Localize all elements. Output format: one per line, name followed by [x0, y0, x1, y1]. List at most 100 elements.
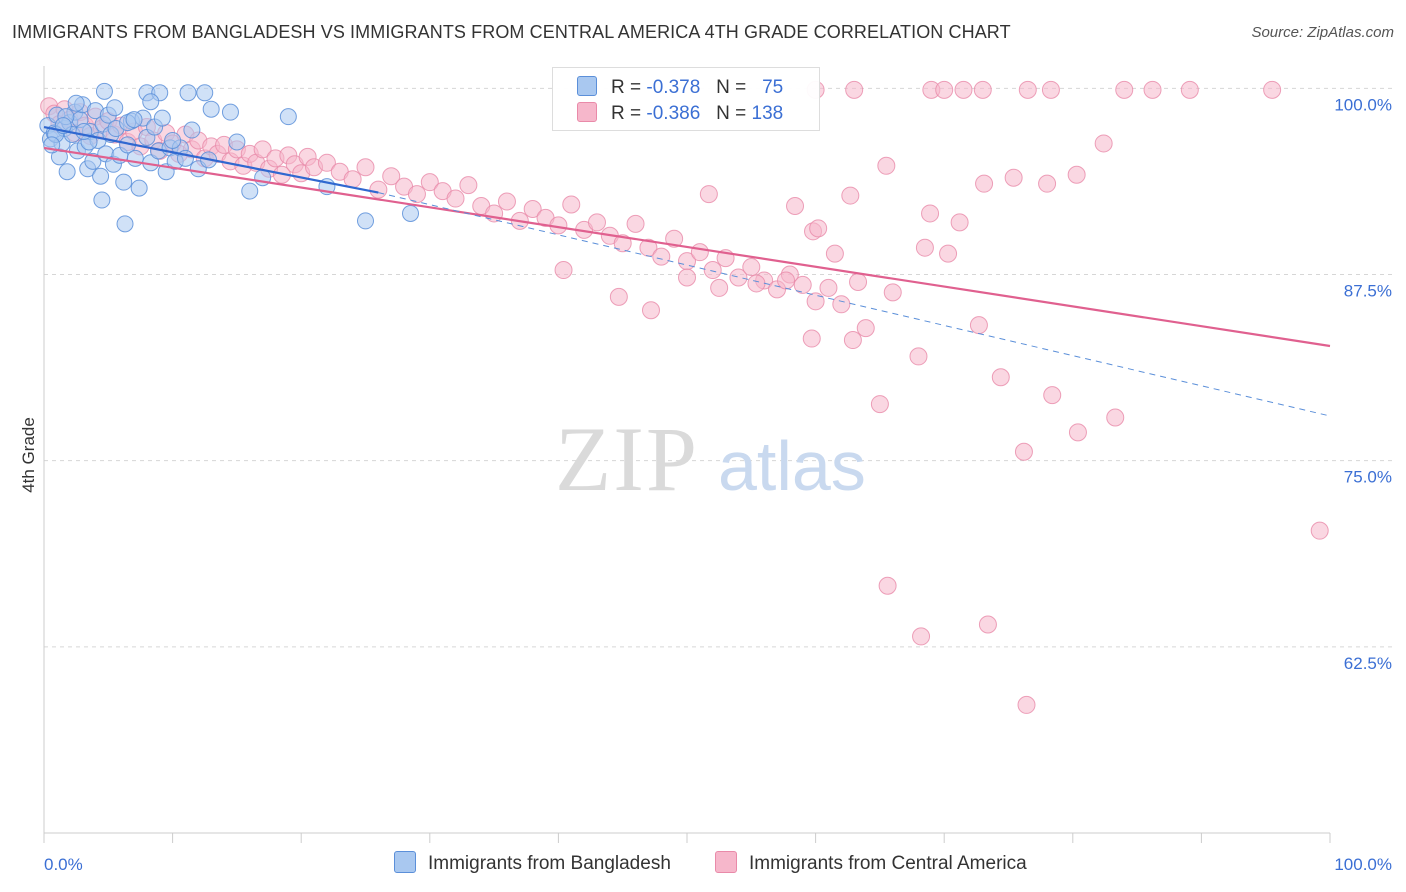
data-point-central-america — [878, 576, 897, 595]
data-point-central-america — [253, 140, 272, 159]
data-point-central-america — [939, 244, 958, 263]
data-point-central-america — [786, 196, 805, 215]
data-point-central-america — [877, 156, 896, 175]
data-point-bangladesh — [153, 109, 171, 127]
data-point-central-america — [742, 258, 761, 277]
data-point-bangladesh — [142, 93, 160, 111]
data-point-central-america — [793, 275, 812, 294]
data-point-central-america — [1041, 80, 1060, 99]
data-point-bangladesh — [202, 100, 220, 118]
data-point-central-america — [446, 189, 465, 208]
data-point-central-america — [1180, 80, 1199, 99]
data-point-central-america — [613, 234, 632, 253]
data-point-bangladesh — [183, 121, 201, 139]
data-point-central-america — [699, 185, 718, 204]
trend-layer — [43, 125, 1331, 417]
data-point-central-america — [369, 180, 388, 199]
data-point-central-america — [710, 278, 729, 297]
legend-swatch-blue — [577, 76, 597, 96]
data-point-central-america — [909, 347, 928, 366]
labels-layer: 100.0% 87.5% 75.0% 62.5% 0.0% 100.0% 4th Grade — [19, 95, 1392, 874]
data-point-central-america — [1004, 168, 1023, 187]
data-point-bangladesh — [67, 94, 85, 112]
data-point-bangladesh — [228, 133, 246, 151]
data-point-bangladesh — [164, 131, 182, 149]
axes-layer — [43, 66, 1331, 843]
data-point-central-america — [1143, 80, 1162, 99]
y-tick-label: 75.0% — [1344, 468, 1392, 487]
data-point-central-america — [1068, 423, 1087, 442]
data-point-central-america — [975, 174, 994, 193]
x-tick-label: 100.0% — [1334, 855, 1392, 874]
data-point-central-america — [485, 204, 504, 223]
legend-item-bangladesh[interactable]: Immigrants from Bangladesh — [394, 851, 671, 875]
data-point-central-america — [856, 319, 875, 338]
blue-points-layer — [39, 82, 420, 233]
watermark: ZIP atlas — [555, 408, 866, 510]
data-point-central-america — [407, 185, 426, 204]
data-point-central-america — [973, 80, 992, 99]
data-point-central-america — [1018, 80, 1037, 99]
data-point-bangladesh — [125, 111, 143, 129]
legend-n-value: 75 — [762, 77, 784, 98]
legend-n-value: 138 — [751, 103, 784, 124]
legend-item-central-america[interactable]: Immigrants from Central America — [715, 851, 1027, 875]
data-point-central-america — [703, 261, 722, 280]
data-point-bangladesh — [196, 84, 214, 102]
data-point-central-america — [915, 238, 934, 257]
data-point-bangladesh — [115, 173, 133, 191]
data-point-bangladesh — [241, 182, 259, 200]
data-point-central-america — [1263, 80, 1282, 99]
legend-row-central-america: R = -0.386 N = 138 — [577, 102, 783, 126]
data-point-central-america — [1106, 408, 1125, 427]
data-point-central-america — [356, 158, 375, 177]
legend-swatch-blue — [394, 851, 416, 873]
data-point-bangladesh — [95, 82, 113, 100]
data-point-central-america — [954, 80, 973, 99]
legend-label-central-america: Immigrants from Central America — [749, 853, 1027, 874]
data-point-central-america — [678, 268, 696, 287]
y-axis-title: 4th Grade — [19, 417, 38, 493]
data-point-central-america — [849, 272, 868, 291]
watermark-zip: ZIP — [555, 408, 699, 510]
data-point-central-america — [969, 316, 988, 335]
data-point-central-america — [806, 292, 825, 311]
data-point-central-america — [921, 204, 940, 223]
legend-swatch-pink — [577, 102, 597, 122]
data-point-central-america — [382, 167, 401, 186]
trend-line-central-america — [43, 146, 1331, 348]
y-tick-label: 62.5% — [1344, 654, 1392, 673]
data-point-bangladesh — [357, 212, 374, 230]
y-tick-label: 100.0% — [1334, 95, 1392, 114]
y-tick-label: 87.5% — [1344, 282, 1392, 301]
data-point-central-america — [690, 243, 709, 262]
data-point-bangladesh — [92, 167, 110, 185]
data-point-central-america — [1094, 134, 1113, 153]
chart-title: IMMIGRANTS FROM BANGLADESH VS IMMIGRANTS… — [12, 22, 1011, 42]
data-point-central-america — [825, 244, 844, 263]
data-point-central-america — [497, 192, 516, 211]
data-point-central-america — [870, 395, 889, 414]
data-point-central-america — [562, 195, 581, 214]
data-point-central-america — [587, 213, 606, 232]
data-point-central-america — [747, 274, 766, 293]
data-point-central-america — [777, 271, 796, 290]
data-point-central-america — [554, 261, 573, 280]
data-point-bangladesh — [179, 84, 197, 102]
trend-line-bangladesh-projection — [378, 192, 1331, 417]
data-point-central-america — [845, 80, 864, 99]
stats-legend: R = -0.378 N = 75 R = -0.386 N = 138 — [552, 67, 820, 131]
data-point-central-america — [1038, 174, 1057, 193]
source-label: Source: ZipAtlas.com — [1251, 24, 1394, 41]
data-point-central-america — [832, 295, 851, 314]
data-point-central-america — [523, 199, 542, 218]
data-point-central-america — [317, 153, 336, 172]
data-point-bangladesh — [116, 215, 134, 233]
legend-r-label: R = — [611, 77, 642, 98]
data-point-bangladesh — [75, 123, 93, 141]
data-point-central-america — [883, 283, 902, 302]
data-point-central-america — [841, 186, 860, 205]
data-point-bangladesh — [279, 108, 297, 126]
data-point-central-america — [1310, 521, 1329, 540]
data-point-central-america — [420, 173, 439, 192]
